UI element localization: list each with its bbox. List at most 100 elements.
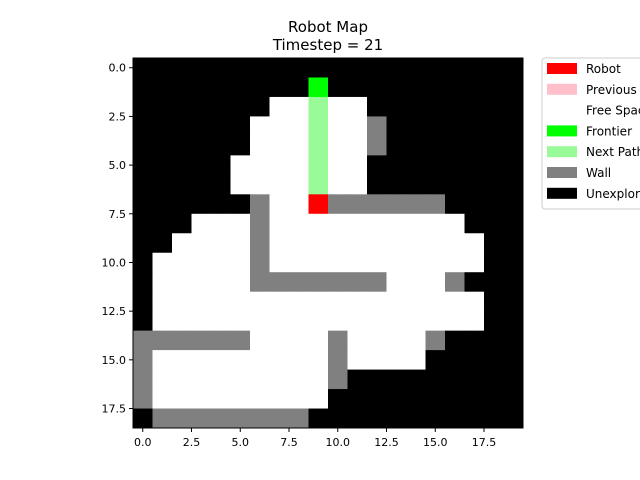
map-cell	[172, 194, 192, 215]
map-cell	[367, 389, 387, 409]
map-cell	[211, 330, 231, 351]
map-cell	[445, 58, 465, 78]
map-cell	[445, 135, 465, 156]
map-cell	[347, 135, 368, 156]
map-cell	[250, 408, 270, 429]
map-cell	[211, 135, 231, 156]
map-cell	[328, 233, 348, 254]
map-cell	[230, 116, 251, 137]
map-cell	[172, 272, 192, 293]
map-cell	[425, 389, 446, 409]
map-cell	[464, 389, 485, 409]
map-cell	[386, 389, 407, 409]
map-cell	[133, 408, 153, 429]
map-cell	[503, 272, 524, 293]
map-cell	[367, 174, 387, 195]
map-cell	[425, 330, 446, 351]
legend-label: Unexplored	[586, 187, 640, 201]
map-cell	[269, 408, 290, 429]
map-cell	[250, 155, 270, 176]
map-cell	[133, 272, 153, 293]
map-cell	[269, 272, 290, 293]
map-cell	[406, 252, 426, 273]
map-cell	[484, 213, 504, 234]
map-cell	[484, 291, 504, 312]
map-cell	[211, 408, 231, 429]
map-cell	[172, 135, 192, 156]
map-cell	[152, 58, 173, 78]
map-cell	[386, 233, 407, 254]
map-cell	[289, 252, 309, 273]
map-cell	[250, 135, 270, 156]
map-cell	[269, 252, 290, 273]
map-cell	[308, 330, 329, 351]
map-cell	[445, 291, 465, 312]
x-tick-label: 0.0	[134, 436, 152, 449]
y-tick-label: 5.0	[109, 159, 127, 172]
map-cell	[445, 194, 465, 215]
map-cell	[367, 155, 387, 176]
map-cell	[191, 369, 212, 390]
map-cell	[172, 389, 192, 409]
map-cell	[464, 311, 485, 332]
map-cell	[386, 135, 407, 156]
map-cell	[425, 213, 446, 234]
map-cell	[328, 350, 348, 370]
legend-label: Robot	[586, 62, 621, 76]
map-cell	[191, 135, 212, 156]
map-cell	[250, 291, 270, 312]
map-cell	[367, 252, 387, 273]
legend-swatch	[547, 187, 577, 199]
map-cell	[152, 291, 173, 312]
map-cell	[484, 272, 504, 293]
map-cell	[133, 58, 153, 78]
map-cell	[347, 213, 368, 234]
map-cell	[211, 233, 231, 254]
map-cell	[289, 213, 309, 234]
map-cell	[269, 330, 290, 351]
map-cell	[386, 330, 407, 351]
map-cell	[211, 252, 231, 273]
map-cell	[269, 291, 290, 312]
legend-label: Free Space	[586, 104, 640, 118]
map-cell	[367, 330, 387, 351]
map-cell	[152, 408, 173, 429]
map-cell	[503, 213, 524, 234]
map-cell	[367, 369, 387, 390]
map-cell	[308, 77, 329, 98]
map-cell	[347, 369, 368, 390]
map-cell	[445, 116, 465, 137]
map-cell	[386, 213, 407, 234]
plot-frame	[132, 57, 524, 429]
map-cell	[367, 194, 387, 215]
map-cell	[308, 252, 329, 273]
map-cell	[406, 96, 426, 117]
map-cell	[484, 116, 504, 137]
map-cell	[328, 311, 348, 332]
map-cell	[250, 174, 270, 195]
map-cell	[133, 116, 153, 137]
map-cell	[133, 174, 153, 195]
map-cell	[308, 58, 329, 78]
map-cell	[308, 96, 329, 117]
map-cell	[425, 77, 446, 98]
map-cell	[464, 194, 485, 215]
map-cell	[425, 311, 446, 332]
map-cell	[425, 350, 446, 370]
map-cell	[347, 389, 368, 409]
map-cell	[406, 350, 426, 370]
map-cell	[250, 233, 270, 254]
map-cell	[172, 350, 192, 370]
map-cell	[445, 389, 465, 409]
map-cell	[269, 135, 290, 156]
map-cell	[172, 408, 192, 429]
map-cell	[406, 369, 426, 390]
map-cell	[230, 291, 251, 312]
map-cell	[308, 311, 329, 332]
map-cell	[425, 272, 446, 293]
map-cell	[445, 408, 465, 429]
map-cell	[386, 77, 407, 98]
map-cell	[484, 408, 504, 429]
map-cell	[211, 174, 231, 195]
map-cell	[445, 330, 465, 351]
